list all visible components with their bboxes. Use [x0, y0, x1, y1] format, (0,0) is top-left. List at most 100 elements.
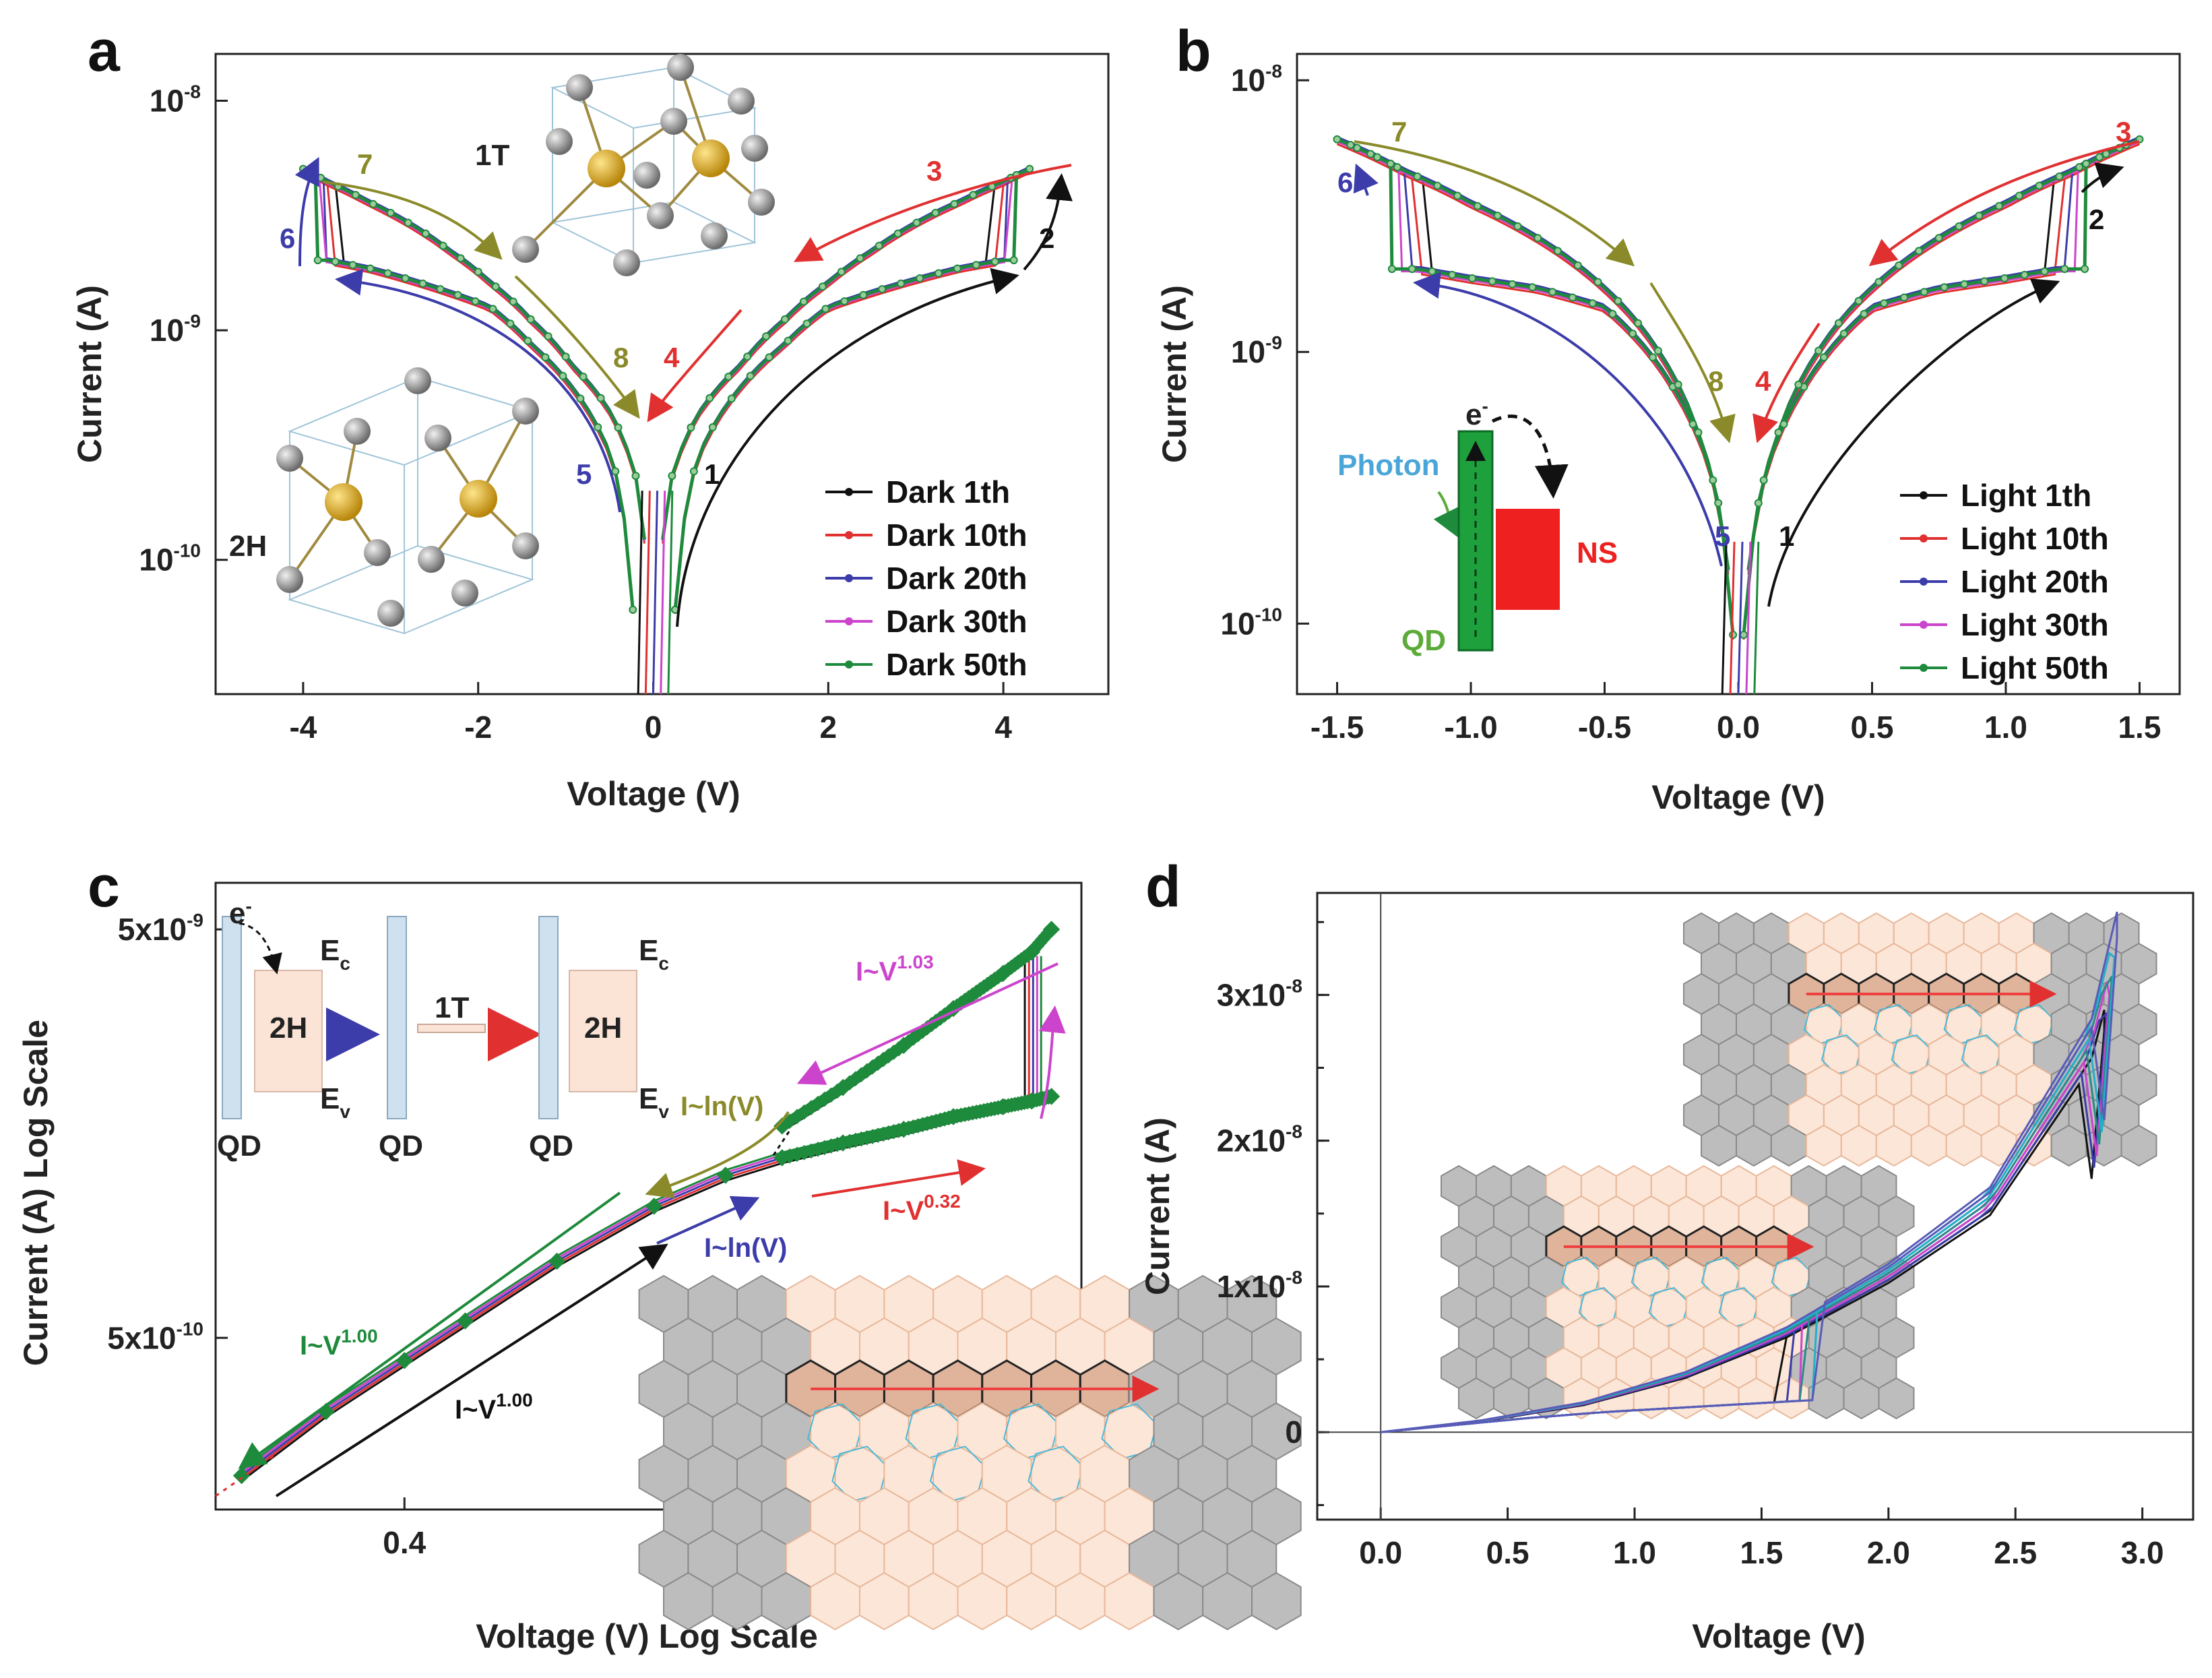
- b-series-5-marker: [1940, 283, 1949, 292]
- qd-label: QD: [1401, 624, 1446, 657]
- d-ytick-label: 1x10-8: [1217, 1267, 1302, 1304]
- a-series-5-marker: [611, 467, 620, 476]
- ns-label: NS: [1577, 536, 1618, 569]
- b-series-5-marker: [1880, 299, 1889, 308]
- panel-b-inset: e- Photon NS QD: [1337, 396, 1618, 657]
- panel-c-fit-label-1: I~V1.03: [856, 952, 934, 987]
- b-series-5-marker: [1548, 288, 1557, 297]
- panel-d-lattice-inset-1: [1683, 912, 2157, 1167]
- photon-arrow-icon: [1433, 491, 1458, 538]
- b-series-5-marker: [1674, 380, 1682, 389]
- a-zero-spike: [667, 491, 674, 695]
- panel-b-arrow-1: [1767, 278, 2060, 607]
- panel-a-plot-area: [214, 53, 1110, 695]
- b-series-5-marker: [1854, 297, 1863, 305]
- a-series-5-marker: [369, 199, 377, 208]
- a-series-5-marker: [509, 297, 517, 306]
- b-series-5-marker: [1408, 265, 1416, 274]
- a-series-5-marker: [491, 282, 500, 291]
- a-series-5-marker: [298, 164, 307, 173]
- a-series-5-marker: [856, 254, 864, 263]
- b-series-5-marker: [1468, 274, 1476, 282]
- panel-c-arrow-fit-5: [238, 1191, 621, 1469]
- panel-c-lattice-inset: [638, 1274, 1302, 1631]
- d-xtick-label: 1.0: [1613, 1535, 1656, 1570]
- structure-1T-label: 1T: [475, 139, 509, 172]
- a-series-5-marker: [351, 191, 360, 199]
- d-ytick-label: 3x10-8: [1217, 975, 1302, 1012]
- b-series-5-marker: [1387, 265, 1396, 274]
- a-series-5-marker: [401, 274, 410, 282]
- legend-label: Dark 20th: [886, 561, 1028, 596]
- b-series-5-marker: [1593, 278, 1602, 286]
- a-series-5-marker: [705, 394, 714, 402]
- a-series-5-marker: [418, 279, 427, 288]
- b-series-5-marker: [1839, 330, 1848, 338]
- d-ytick-label: 0: [1285, 1415, 1302, 1450]
- band-2h-label-2: 2H: [584, 1012, 622, 1045]
- b-xtick-label: 1.0: [1984, 710, 2027, 745]
- a-series-5-marker: [893, 229, 902, 238]
- b-series-5-marker: [1508, 280, 1517, 288]
- panel-d-ylabel: Current (A): [1139, 1117, 1176, 1295]
- c-extrapolation-line: [215, 1453, 278, 1497]
- b-series-5-marker: [1528, 283, 1537, 292]
- b-xtick-label: 0.0: [1717, 710, 1760, 745]
- panel-b-arrow-3: [1868, 140, 2140, 266]
- b-series-5-marker: [2081, 265, 2089, 274]
- a-series-5-marker: [386, 208, 395, 217]
- a-xtick-label: -2: [464, 710, 492, 745]
- b-series-5-marker: [2095, 153, 2104, 162]
- b-series-5-marker: [1428, 267, 1436, 276]
- panel-c-xlabel: Voltage (V) Log Scale: [476, 1617, 818, 1655]
- panel-c-fit-label-6: I~V1.00: [455, 1390, 533, 1425]
- panel-d-zero-lines: [1317, 893, 2193, 1520]
- b-series-5-marker: [1920, 288, 1928, 297]
- b-series-5-marker: [1373, 153, 1382, 162]
- legend-marker: [845, 488, 853, 496]
- legend-label: Dark 30th: [886, 604, 1028, 639]
- d-xtick-label: 3.0: [2121, 1535, 2164, 1570]
- b-series-5-marker: [2035, 181, 2044, 190]
- a-xtick-label: 4: [994, 710, 1012, 745]
- panel-b-legend: Light 1th Light 10th Light 20th Light 30th L…: [1900, 478, 2109, 685]
- b-series-5-marker: [1874, 278, 1883, 286]
- band-ec-label-2: Ec: [639, 934, 669, 974]
- panel-c-arrow-fit-2: [645, 1111, 790, 1199]
- panel-d-x-ticks: 0.0 0.5 1.0 1.5 2.0 2.5 3.0: [1359, 1508, 2164, 1570]
- panel-d-xlabel: Voltage (V): [1692, 1617, 1865, 1655]
- a-ytick-label: 10-10: [139, 540, 201, 578]
- a-series-5-marker: [931, 208, 940, 217]
- panel-b-step-6: 6: [1337, 166, 1353, 198]
- a-series-5-marker: [313, 256, 322, 265]
- panel-label-b: b: [1176, 19, 1211, 84]
- b-series-5-marker: [1915, 247, 1923, 255]
- d-xtick-label: 2.5: [1994, 1535, 2037, 1570]
- legend-label: Dark 1th: [886, 474, 1010, 509]
- band-ec-label-1: Ec: [320, 934, 350, 974]
- legend-marker: [1920, 534, 1928, 542]
- a-series-5-marker: [544, 332, 552, 341]
- panel-c-fit-label-3: I~V0.32: [883, 1191, 961, 1226]
- panel-a-step-4: 4: [664, 342, 680, 373]
- a-series-5-marker: [524, 336, 532, 345]
- a-zero-spike: [644, 491, 651, 695]
- panel-c-fit-label-4: I~ln(V): [704, 1233, 787, 1263]
- a-series-5-marker: [912, 218, 921, 227]
- a-series-5-marker: [859, 290, 868, 299]
- panel-b-x-ticks: -1.5 -1.0 -0.5 0.0 0.5 1.0 1.5: [1310, 682, 2161, 745]
- panel-b-curves: [1333, 135, 2144, 695]
- b-series-5-marker: [1386, 159, 1395, 168]
- b-series-5-marker: [1794, 380, 1803, 389]
- legend-marker: [845, 574, 853, 582]
- a-series-5-marker: [576, 394, 585, 403]
- b-series-5-marker: [1955, 222, 1963, 230]
- a-series-5-marker: [878, 285, 887, 294]
- a-series-5-marker: [631, 472, 640, 480]
- band-ev-label-1: Ev: [320, 1082, 350, 1122]
- b-series-5-marker: [1995, 201, 2003, 210]
- a-series-5-marker: [439, 241, 447, 250]
- panel-a-y-ticks: 10-8 10-9 10-10: [139, 82, 228, 578]
